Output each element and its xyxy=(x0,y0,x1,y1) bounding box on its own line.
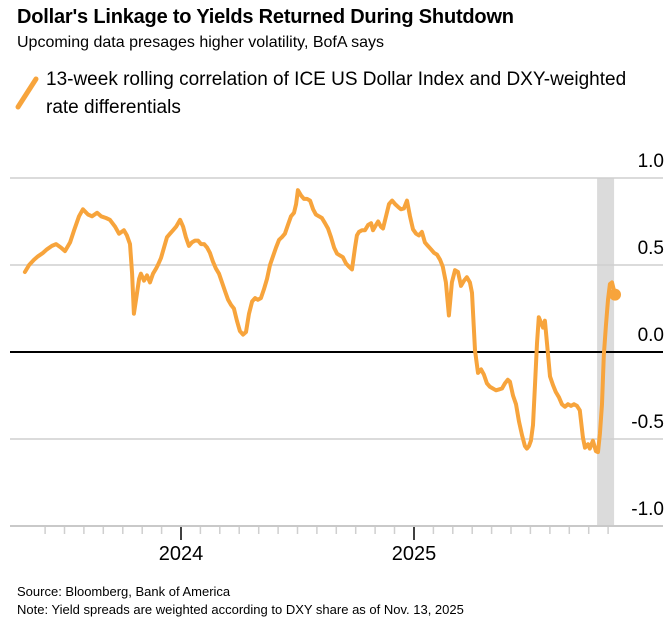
source-note: Source: Bloomberg, Bank of America xyxy=(17,584,231,599)
series-line-icon xyxy=(15,76,39,110)
chart-subtitle: Upcoming data presages higher volatility… xyxy=(17,34,385,51)
legend: 13-week rolling correlation of ICE US Do… xyxy=(14,66,648,122)
y-axis-label: 0.5 xyxy=(638,238,664,259)
page-title: Dollar's Linkage to Yields Returned Duri… xyxy=(17,6,514,28)
legend-label: 13-week rolling correlation of ICE US Do… xyxy=(46,69,627,118)
y-axis-label: 1.0 xyxy=(638,151,664,172)
latest-value-dot xyxy=(609,288,621,301)
correlation-line xyxy=(22,188,617,455)
footnote: Note: Yield spreads are weighted accordi… xyxy=(17,602,464,617)
x-axis-year-label: 2024 xyxy=(159,543,204,565)
x-axis-year-label: 2025 xyxy=(392,543,437,565)
y-axis-label: 0.0 xyxy=(638,325,664,346)
y-axis-label: -0.5 xyxy=(631,412,664,433)
y-axis-label: -1.0 xyxy=(631,499,664,520)
